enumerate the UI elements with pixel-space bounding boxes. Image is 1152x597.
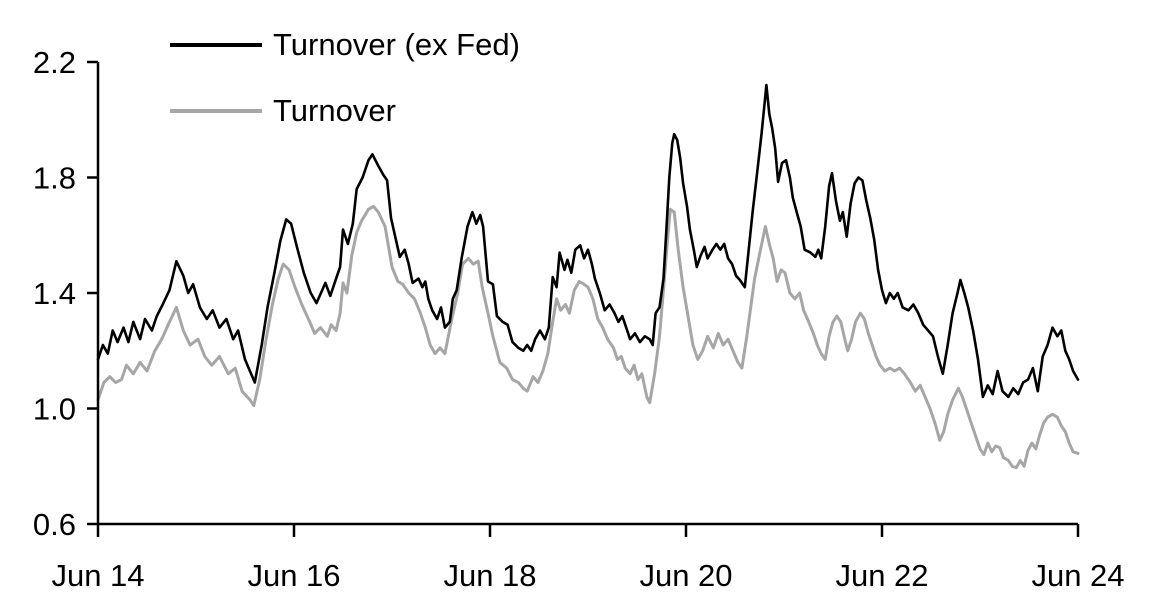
- legend-item-turnover-ex-fed: Turnover (ex Fed): [170, 24, 520, 66]
- x-axis-tick-label: Jun 20: [639, 558, 732, 593]
- x-axis-tick-label: Jun 14: [51, 558, 144, 593]
- series-line-turnover-ex-fed-: [96, 83, 1080, 399]
- legend-swatch-gray-line: [170, 109, 262, 113]
- legend-item-turnover: Turnover: [170, 90, 520, 132]
- y-axis-tick-label: 1.0: [33, 392, 76, 427]
- y-axis-tick-label: 1.8: [33, 161, 76, 196]
- x-axis-tick-label: Jun 22: [835, 558, 928, 593]
- legend-label: Turnover: [273, 93, 396, 128]
- legend-label: Turnover (ex Fed): [273, 27, 520, 62]
- y-axis-tick-label: 1.4: [33, 276, 76, 311]
- x-axis-tick-label: Jun 16: [247, 558, 340, 593]
- series-line-turnover: [96, 204, 1080, 470]
- x-axis-tick-label: Jun 24: [1031, 558, 1124, 593]
- y-axis-tick-label: 2.2: [33, 45, 76, 80]
- x-axis-tick-label: Jun 18: [443, 558, 536, 593]
- chart-legend: Turnover (ex Fed) Turnover: [170, 24, 520, 132]
- legend-swatch-black-line: [170, 43, 262, 47]
- y-axis-tick-label: 0.6: [33, 507, 76, 542]
